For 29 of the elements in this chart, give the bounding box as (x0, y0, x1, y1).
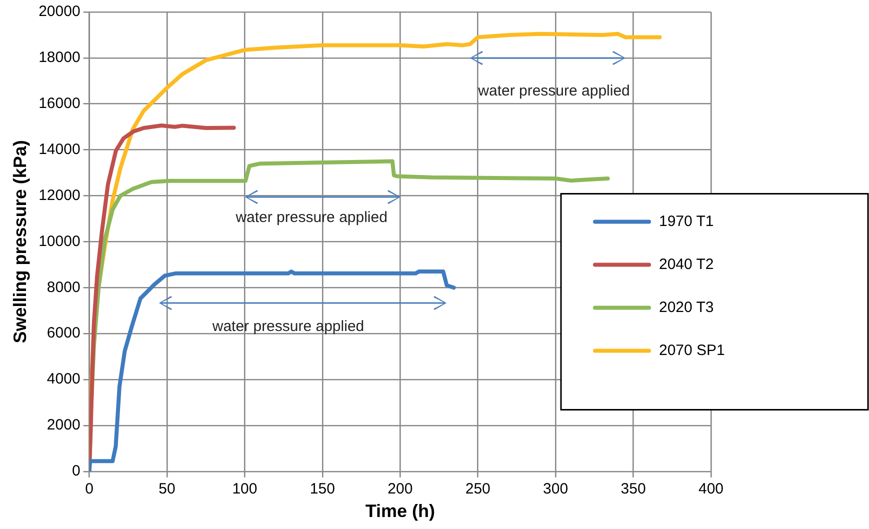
y-tick-label: 14000 (38, 140, 80, 158)
x-tick-label: 150 (310, 480, 335, 498)
y-tick-label: 12000 (38, 186, 80, 204)
annotation: water pressure applied (234, 209, 388, 226)
annotation: water pressure applied (211, 318, 364, 335)
x-tick-label: 200 (388, 480, 413, 498)
legend-label: 1970 T1 (659, 212, 714, 230)
x-tick-label: 350 (620, 480, 646, 498)
annotation: water pressure applied (477, 82, 630, 100)
y-tick-label: 10000 (38, 232, 80, 250)
x-tick-label: 0 (85, 480, 94, 498)
x-tick-label: 100 (232, 480, 258, 498)
y-tick-label: 8000 (46, 278, 80, 296)
y-tick-label: 0 (72, 462, 80, 480)
x-tick-label: 400 (698, 480, 724, 498)
y-tick-label: 6000 (46, 324, 80, 342)
legend-label: 2040 T2 (659, 256, 714, 273)
x-tick-label: 250 (465, 480, 490, 498)
y-tick-label: 18000 (38, 49, 80, 66)
x-tick-label: 300 (543, 480, 568, 498)
y-tick-label: 16000 (38, 95, 80, 112)
x-axis-title: Time (h) (365, 501, 435, 522)
y-axis-title: Swelling pressure (kPa) (10, 140, 30, 344)
y-tick-label: 4000 (46, 370, 80, 388)
y-tick-label: 20000 (38, 3, 80, 20)
legend-label: 2070 SP1 (659, 342, 725, 359)
x-tick-label: 50 (158, 480, 176, 498)
y-tick-label: 2000 (46, 416, 80, 434)
legend-label: 2020 T3 (659, 298, 714, 316)
